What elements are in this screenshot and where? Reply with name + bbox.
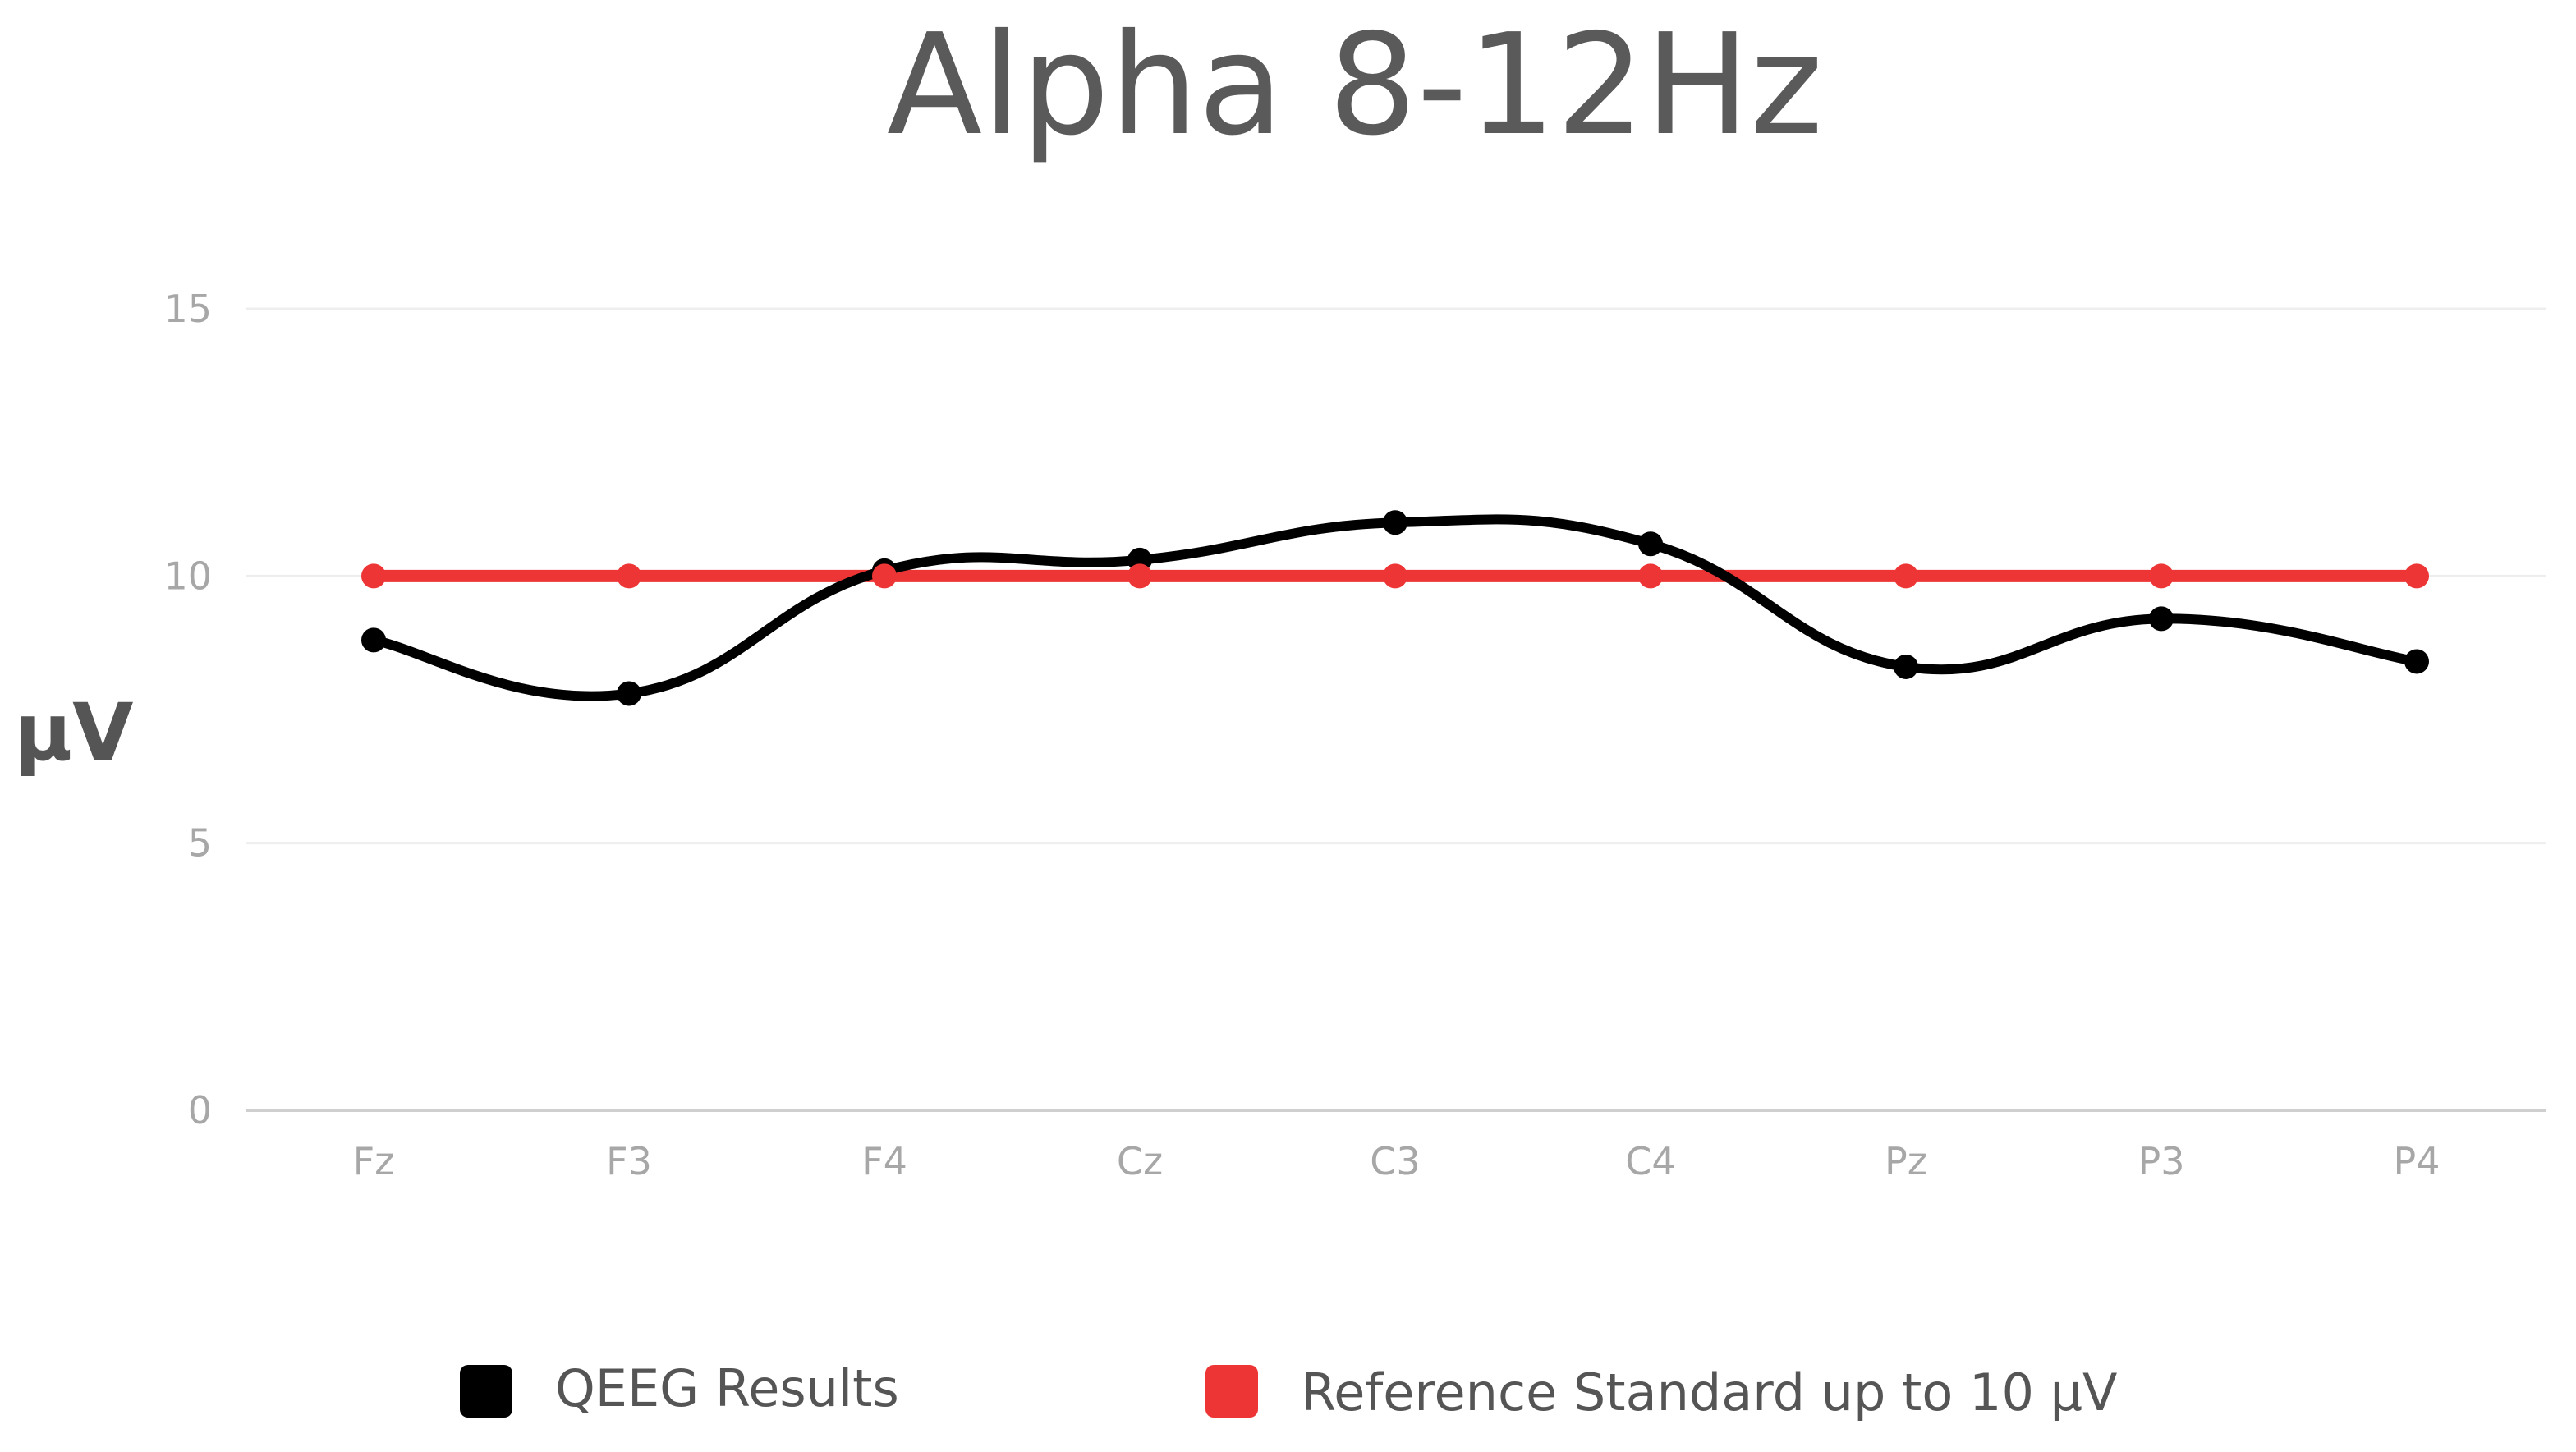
chart-title: Alpha 8-12Hz bbox=[887, 4, 1823, 167]
x-tick-label-p4: P4 bbox=[2393, 1139, 2440, 1183]
x-tick-label-c4: C4 bbox=[1625, 1139, 1675, 1183]
reference-point-c3 bbox=[1383, 563, 1407, 589]
qeeg-point-f3 bbox=[617, 681, 641, 706]
legend: QEEG Results Reference Standard up to 10… bbox=[460, 1358, 2117, 1422]
reference-point-f4 bbox=[872, 563, 897, 589]
data-points bbox=[361, 510, 2429, 706]
qeeg-results-line bbox=[369, 514, 2422, 701]
y-tick-label-10: 10 bbox=[163, 554, 212, 598]
legend-label-reference: Reference Standard up to 10 μV bbox=[1301, 1362, 2117, 1422]
x-tick-label-cz: Cz bbox=[1117, 1139, 1163, 1183]
x-tick-label-f4: F4 bbox=[861, 1139, 907, 1183]
y-tick-label-5: 5 bbox=[188, 821, 212, 866]
reference-point-p4 bbox=[2404, 563, 2429, 589]
reference-point-pz bbox=[1894, 563, 1918, 589]
y-tick-label-0: 0 bbox=[188, 1088, 212, 1133]
x-tick-label-fz: Fz bbox=[353, 1139, 395, 1183]
y-axis-label: μV bbox=[15, 687, 134, 779]
legend-swatch-reference bbox=[1205, 1365, 1258, 1418]
reference-point-cz bbox=[1127, 563, 1152, 589]
reference-point-fz bbox=[361, 563, 386, 589]
qeeg-point-p4 bbox=[2404, 649, 2429, 674]
x-tick-label-p3: P3 bbox=[2137, 1139, 2184, 1183]
x-tick-labels: Fz F3 F4 Cz C3 C4 Pz P3 P4 bbox=[353, 1139, 2441, 1183]
y-tick-label-15: 15 bbox=[163, 287, 212, 331]
reference-point-c4 bbox=[1638, 563, 1663, 589]
legend-label-qeeg: QEEG Results bbox=[555, 1358, 899, 1418]
qeeg-point-c4 bbox=[1638, 531, 1663, 557]
qeeg-point-c3 bbox=[1383, 510, 1407, 535]
reference-point-f3 bbox=[617, 563, 641, 589]
qeeg-point-pz bbox=[1894, 654, 1918, 679]
reference-point-p3 bbox=[2149, 563, 2174, 589]
qeeg-point-fz bbox=[361, 627, 386, 653]
x-tick-label-f3: F3 bbox=[606, 1139, 652, 1183]
legend-swatch-qeeg bbox=[460, 1365, 512, 1418]
x-tick-label-c3: C3 bbox=[1370, 1139, 1420, 1183]
x-tick-label-pz: Pz bbox=[1885, 1139, 1927, 1183]
y-tick-labels: 0 5 10 15 bbox=[163, 287, 212, 1133]
qeeg-point-p3 bbox=[2149, 606, 2174, 632]
series-lines bbox=[367, 514, 2423, 701]
